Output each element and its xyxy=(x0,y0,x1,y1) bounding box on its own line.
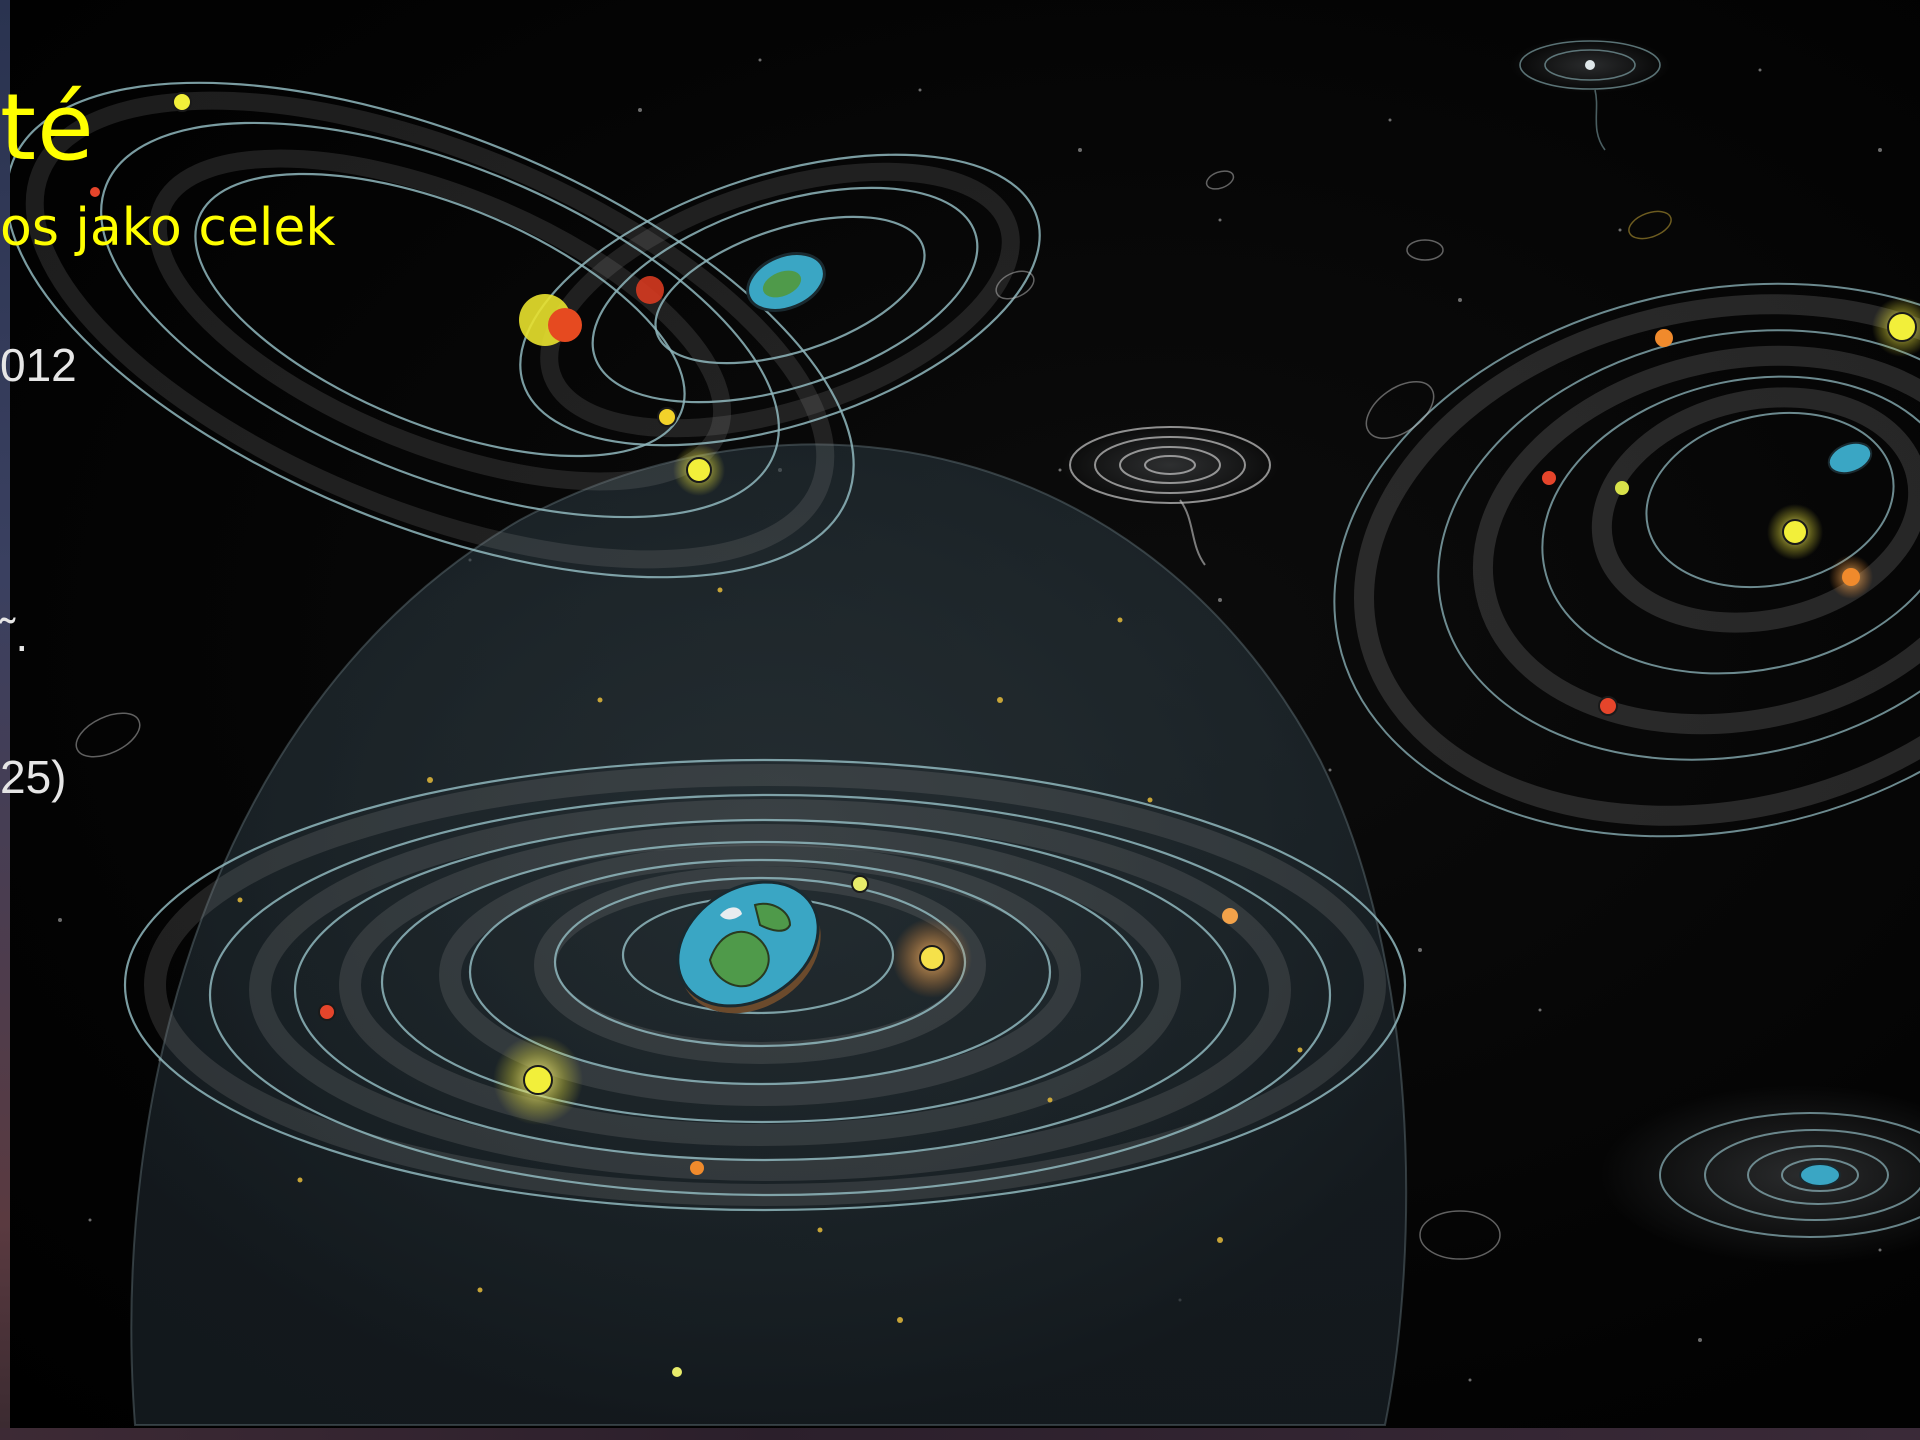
sun-icon xyxy=(1782,519,1808,545)
bottom-edge-strip xyxy=(0,1428,1920,1440)
slide-title: té xyxy=(0,74,95,181)
galaxy-icon xyxy=(1510,37,1670,151)
flat-earth-disc-icon xyxy=(1827,441,1873,475)
sun-icon xyxy=(172,92,192,112)
body-text-line: 012 xyxy=(0,339,77,391)
planet-icon xyxy=(1222,908,1238,924)
flat-earth-disc-icon xyxy=(1799,1163,1841,1187)
planets xyxy=(318,875,1238,1377)
body-text-line: 25) xyxy=(0,751,67,803)
galaxy-icon xyxy=(1060,425,1280,566)
sun-icon xyxy=(919,945,945,971)
planet-icon xyxy=(318,1003,336,1021)
galaxy-icon xyxy=(1600,1085,1920,1265)
slide-subtitle: os jako celek xyxy=(0,198,336,258)
sun-icon xyxy=(686,457,712,483)
main-orbit-system xyxy=(123,758,1407,1212)
galaxy-sketches xyxy=(75,170,1672,1260)
planet-icon xyxy=(672,1367,682,1377)
left-edge-strip xyxy=(0,0,10,1440)
upper-orbit-system xyxy=(5,81,1041,579)
planet-icon xyxy=(690,1161,704,1175)
sun-icon xyxy=(1887,312,1917,342)
right-orbit-system xyxy=(1333,282,1920,838)
sun-icon xyxy=(523,1065,553,1095)
flat-earth-disc-icon xyxy=(676,880,821,1014)
body-text-line: ˜. xyxy=(0,609,29,661)
star-dust xyxy=(237,587,1303,1323)
